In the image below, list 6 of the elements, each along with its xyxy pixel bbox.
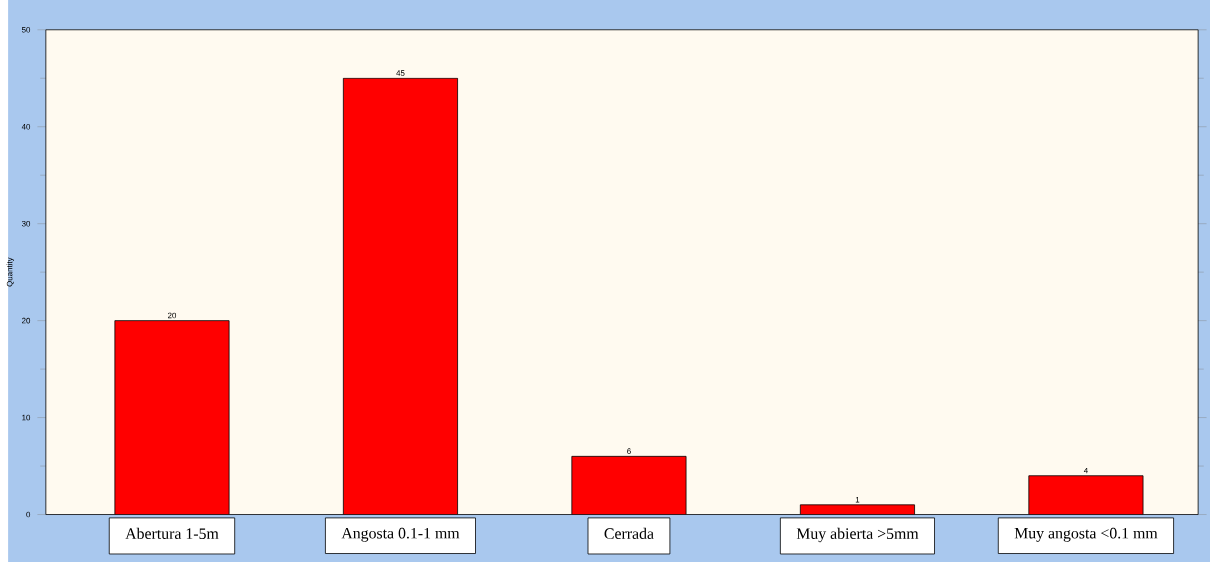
x-tick-label: Abertura 1-5m: [125, 527, 219, 539]
x-tick-label: Muy angosta <0.1 mm: [1014, 527, 1158, 542]
x-tick-label: Angosta 0.1-1 mm: [341, 527, 460, 542]
bar: [799, 504, 915, 515]
x-tick-label: Muy abierta >5mm: [796, 527, 919, 543]
x-tick-label: Cerrada: [604, 527, 654, 539]
